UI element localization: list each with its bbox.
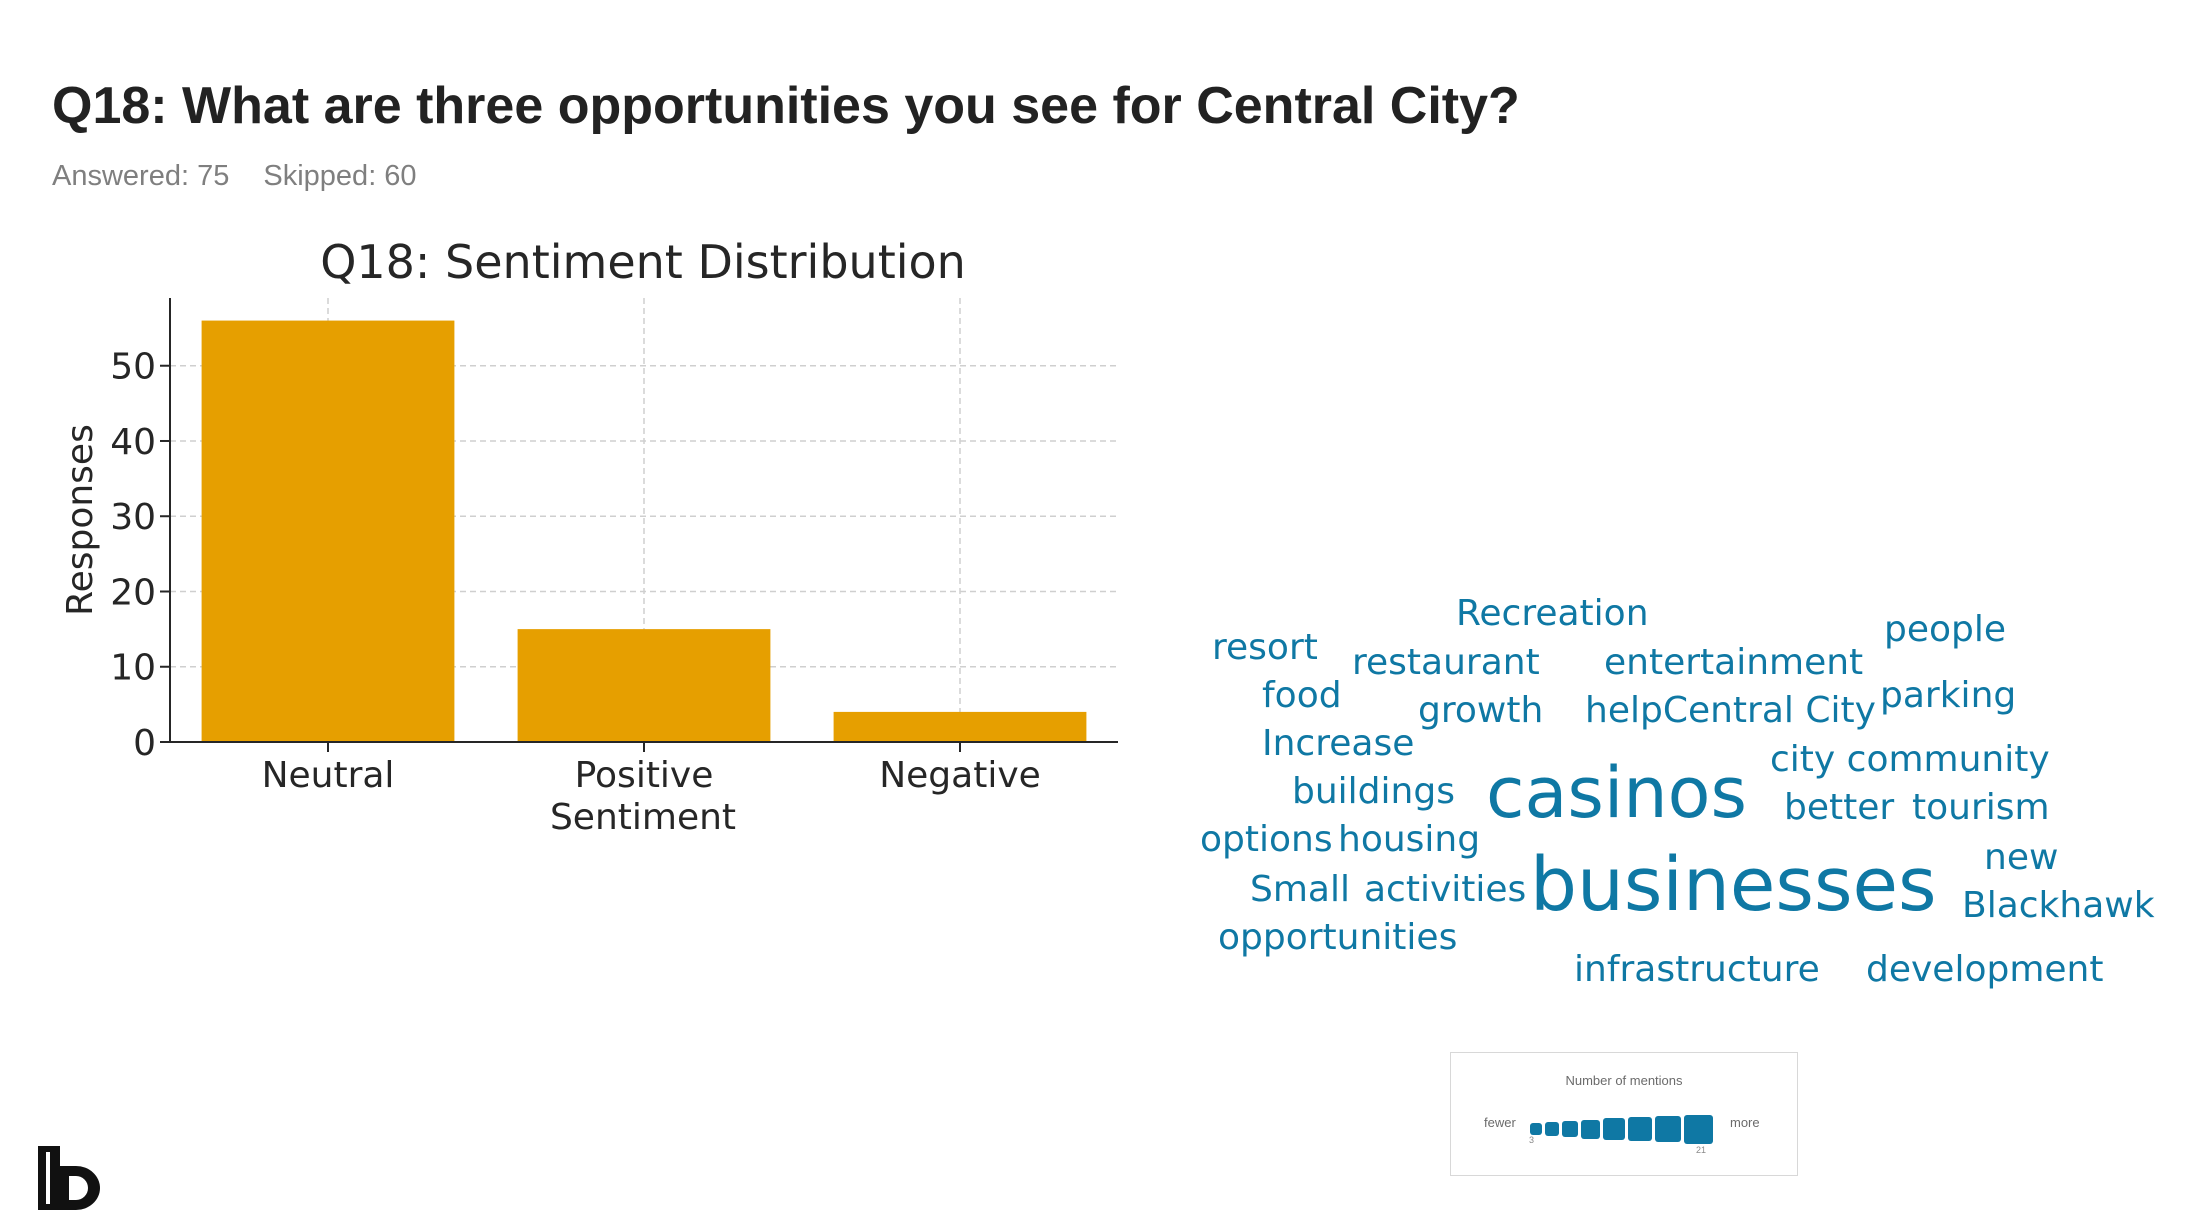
y-tick-label: 30 — [110, 497, 156, 538]
cloud-word-businesses: businesses — [1530, 842, 1937, 928]
cloud-word-blackhawk: Blackhawk — [1962, 885, 2155, 926]
legend-fewer-label: fewer — [1484, 1115, 1516, 1130]
cloud-word-entertainment: entertainment — [1604, 642, 1864, 683]
cloud-word-parking: parking — [1880, 675, 2017, 716]
cloud-word-increase: Increase — [1262, 723, 1415, 764]
cloud-word-housing: housing — [1338, 819, 1481, 860]
legend-size-square — [1581, 1119, 1600, 1139]
cloud-word-people: people — [1884, 609, 2007, 650]
cloud-word-restaurant: restaurant — [1352, 642, 1540, 683]
cloud-word-casinos: casinos — [1486, 752, 1747, 834]
answered-count: Answered: 75 — [52, 160, 230, 192]
page-title: Q18: What are three opportunities you se… — [52, 77, 1520, 135]
cloud-word-options: options — [1200, 819, 1333, 860]
legend-size-square — [1603, 1118, 1625, 1140]
x-tick-label: Neutral — [262, 755, 395, 796]
legend-size-square — [1562, 1121, 1578, 1137]
y-tick-label: 0 — [133, 723, 156, 764]
cloud-word-buildings: buildings — [1292, 771, 1455, 812]
y-tick-label: 20 — [110, 572, 156, 613]
cloud-word-resort: resort — [1212, 627, 1318, 668]
skipped-count: Skipped: 60 — [263, 160, 417, 192]
cloud-word-tourism: tourism — [1912, 787, 2050, 828]
sentiment-bar-chart: Q18: Sentiment Distribution 01020304050 … — [60, 235, 1118, 838]
cloud-word-opportunities: opportunities — [1218, 917, 1458, 958]
bar-neutral — [201, 320, 455, 742]
company-logo — [38, 1146, 100, 1210]
y-tick-label: 50 — [110, 347, 156, 388]
chart-title: Q18: Sentiment Distribution — [320, 235, 966, 289]
cloud-word-small: Small — [1250, 869, 1350, 910]
cloud-word-better: better — [1784, 787, 1895, 828]
legend-size-square — [1655, 1116, 1681, 1142]
bar-positive — [517, 629, 771, 742]
cloud-word-recreation: Recreation — [1456, 593, 1649, 634]
response-stats: Answered: 75 Skipped: 60 — [52, 160, 417, 193]
cloud-word-infrastructure: infrastructure — [1574, 949, 1820, 990]
cloud-word-new: new — [1984, 837, 2059, 878]
legend-max-value: 21 — [1696, 1145, 1707, 1155]
y-ticks: 0 10 20 30 40 50 — [110, 347, 170, 764]
chart-bars — [201, 320, 1087, 742]
legend-size-square — [1545, 1122, 1559, 1136]
cloud-word-helpcentral-city: helpCentral City — [1585, 690, 1876, 731]
y-tick-label: 40 — [110, 422, 156, 463]
x-tick-label: Positive — [575, 755, 714, 796]
cloud-word-activities: activities — [1364, 869, 1527, 910]
legend-title: Number of mentions — [1565, 1073, 1683, 1088]
x-axis-label: Sentiment — [550, 797, 736, 838]
legend-size-square — [1628, 1117, 1652, 1141]
cloud-word-growth: growth — [1418, 690, 1544, 731]
legend-size-square — [1530, 1123, 1542, 1135]
x-ticks: Neutral Positive Negative — [262, 742, 1041, 796]
bar-negative — [833, 711, 1087, 742]
x-tick-label: Negative — [879, 755, 1041, 796]
mentions-legend: Number of mentions fewer more 3 21 — [1450, 1052, 1798, 1176]
y-tick-label: 10 — [110, 648, 156, 689]
cloud-word-food: food — [1262, 675, 1342, 716]
cloud-word-development: development — [1866, 949, 2104, 990]
legend-size-square — [1684, 1114, 1713, 1144]
legend-more-label: more — [1730, 1115, 1760, 1130]
cloud-word-city-community: city community — [1770, 739, 2050, 780]
y-axis-label: Responses — [60, 424, 101, 616]
legend-min-value: 3 — [1529, 1135, 1535, 1145]
